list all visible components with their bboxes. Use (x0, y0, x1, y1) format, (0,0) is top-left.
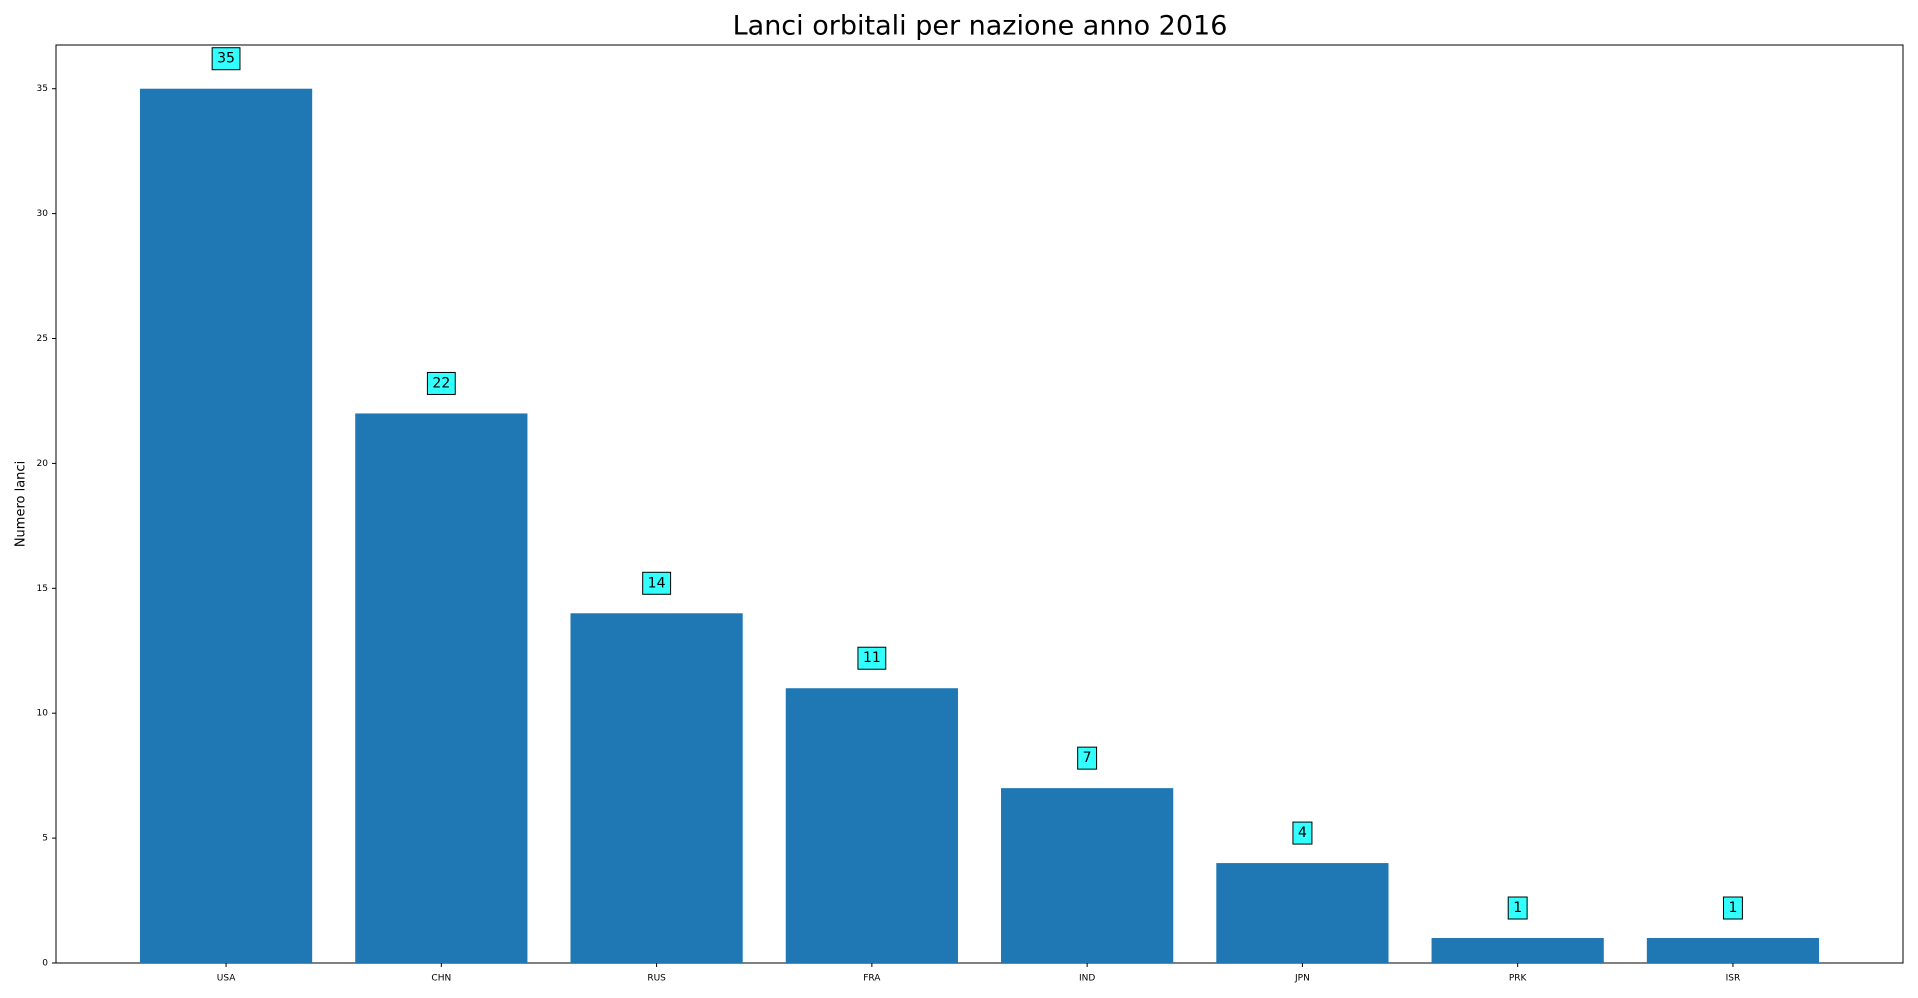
value-label: 35 (217, 51, 235, 67)
y-tick-label: 10 (37, 709, 49, 719)
y-tick-label: 25 (37, 334, 48, 344)
value-label-box (1292, 821, 1313, 845)
value-label: 1 (1513, 900, 1522, 916)
bar (1216, 863, 1389, 963)
value-label-box (211, 47, 241, 71)
x-tick-label: USA (217, 974, 236, 984)
x-tick-label: IND (1079, 974, 1095, 984)
value-label: 11 (863, 650, 881, 666)
x-tick-label: JPN (1294, 974, 1310, 984)
y-tick-label: 5 (42, 834, 48, 844)
x-tick-label: RUS (647, 974, 666, 984)
bar (1646, 938, 1820, 963)
value-label-box (642, 571, 672, 595)
chart-title: Lanci orbitali per nazione anno 2016 (733, 11, 1228, 42)
bar (1431, 938, 1604, 963)
y-tick-label: 35 (37, 84, 48, 94)
bar (139, 88, 313, 963)
y-tick-label: 15 (37, 584, 48, 594)
y-tick-label: 30 (37, 209, 49, 219)
bar (355, 413, 528, 963)
value-label-box (857, 646, 887, 670)
value-label-box (1507, 896, 1528, 920)
x-tick-label: CHN (431, 974, 451, 984)
y-tick-label: 20 (37, 459, 49, 469)
bar (1001, 788, 1174, 963)
bar (785, 688, 958, 963)
x-tick-label: ISR (1726, 974, 1741, 984)
plot-frame (55, 44, 1904, 964)
value-label: 22 (432, 375, 450, 391)
value-label-box (426, 371, 456, 395)
x-tick-label: PRK (1509, 974, 1528, 984)
y-axis-label: Numero lanci (14, 461, 29, 547)
y-tick-label: 0 (42, 959, 48, 969)
x-tick-label: FRA (863, 974, 881, 984)
value-label: 1 (1728, 900, 1737, 916)
value-label-box (1722, 896, 1743, 920)
bar (570, 613, 743, 963)
value-label: 7 (1083, 750, 1092, 766)
value-label-box (1077, 746, 1098, 770)
value-label: 4 (1298, 825, 1307, 841)
value-label: 14 (648, 575, 666, 591)
